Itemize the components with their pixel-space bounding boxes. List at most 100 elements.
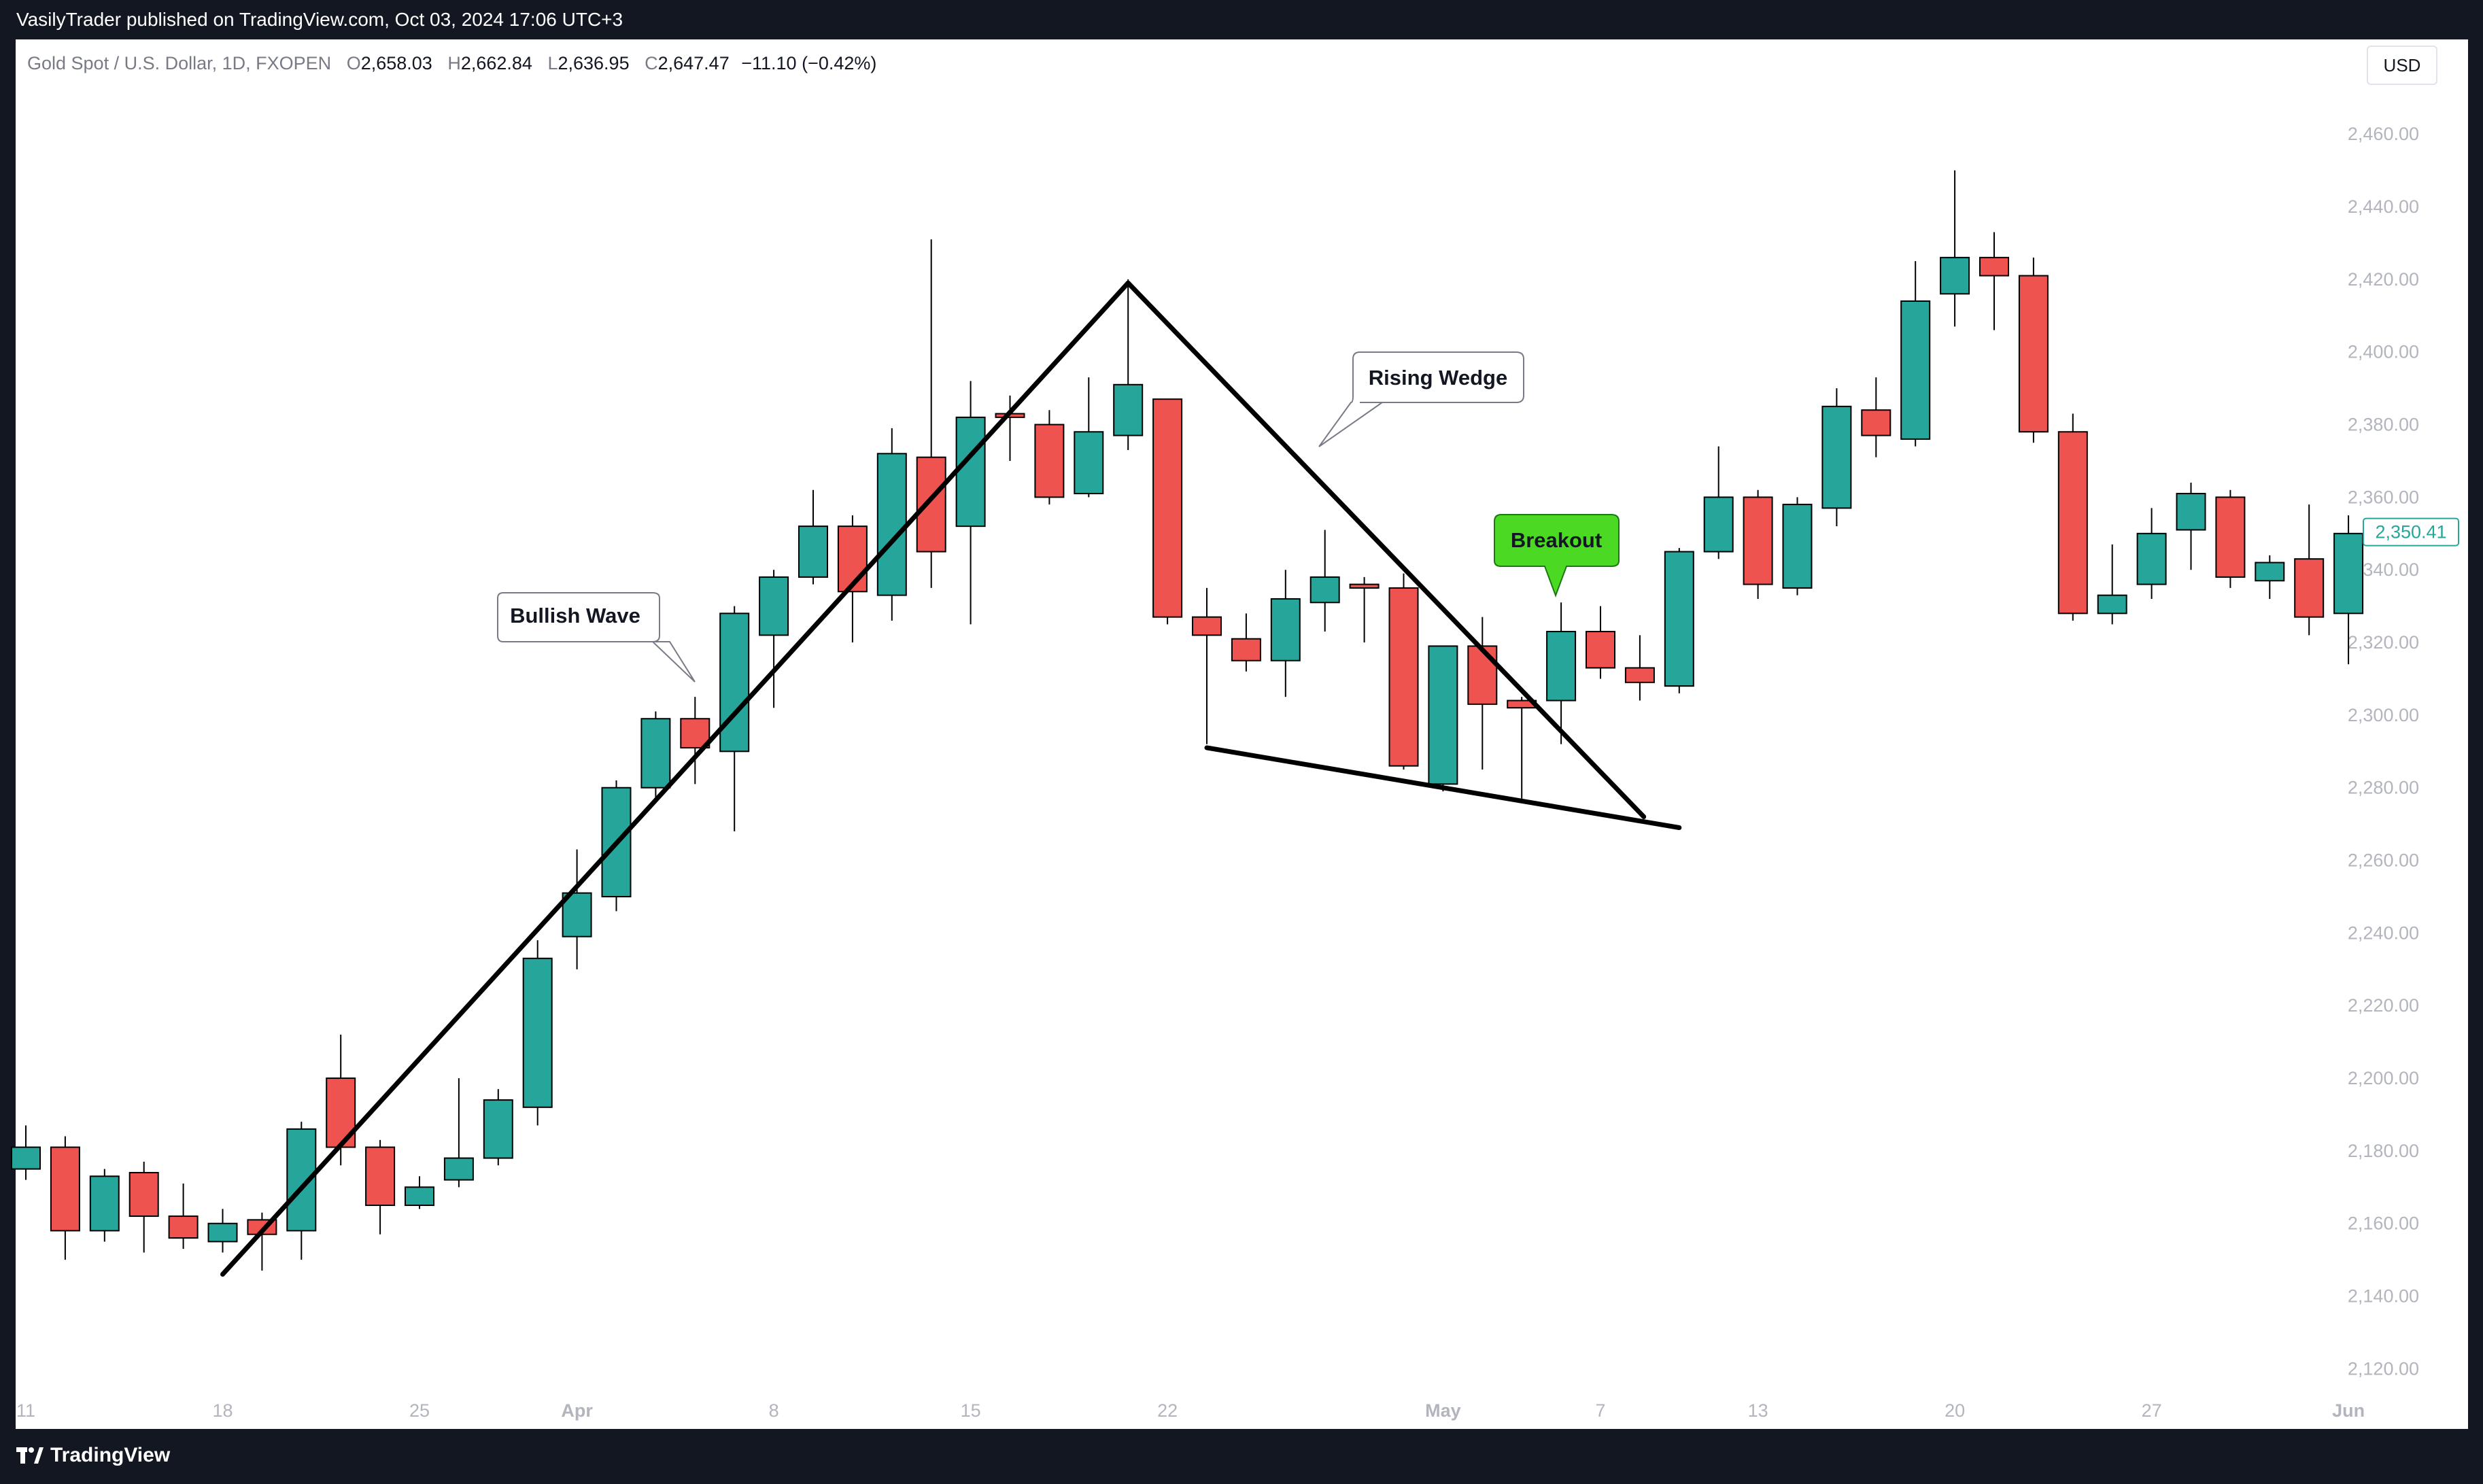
y-tick-label: 2,460.00 (2348, 124, 2419, 144)
candle-body[interactable] (1270, 598, 1301, 661)
candle-body[interactable] (365, 1146, 396, 1207)
candle-body[interactable] (2136, 532, 2167, 585)
y-tick-label: 2,400.00 (2348, 342, 2419, 362)
candle-body[interactable] (2057, 431, 2088, 615)
y-tick-label: 2,280.00 (2348, 778, 2419, 798)
candle-body[interactable] (1152, 398, 1183, 618)
x-tick-label: Jun (2332, 1400, 2365, 1421)
y-tick-label: 2,140.00 (2348, 1286, 2419, 1307)
x-tick-label: 20 (1945, 1400, 1965, 1421)
candle-body[interactable] (1664, 551, 1694, 687)
candle-body[interactable] (522, 957, 553, 1108)
candle-body[interactable] (2215, 496, 2246, 578)
candle-body[interactable] (1624, 667, 1655, 683)
change-value: −11.10 (−0.42%) (741, 53, 877, 73)
candle-body[interactable] (1349, 583, 1380, 589)
candle-body[interactable] (1782, 504, 1813, 589)
y-tick-label: 2,420.00 (2348, 269, 2419, 290)
footer-brand: TradingView (50, 1444, 171, 1466)
candle-body[interactable] (719, 612, 750, 753)
y-tick-label: 2,160.00 (2348, 1213, 2419, 1234)
breakout-callout[interactable] (1494, 514, 1620, 598)
x-tick-label: 27 (2142, 1400, 2162, 1421)
rising-wedge-label: Rising Wedge (1369, 366, 1507, 390)
high-label: H (447, 53, 461, 73)
candle-body[interactable] (2333, 532, 2364, 615)
candle-body[interactable] (1113, 383, 1144, 436)
tradingview-logo[interactable]: TradingView (16, 1444, 170, 1467)
bullish-wave-callout[interactable] (497, 592, 696, 683)
candle-body[interactable] (798, 525, 828, 578)
x-tick-label: 11 (16, 1400, 35, 1421)
open-value: 2,658.03 (360, 53, 432, 73)
candle-body[interactable] (2176, 493, 2206, 531)
x-tick-label: May (1425, 1400, 1461, 1421)
publish-header: VasilyTrader published on TradingView.co… (0, 0, 2483, 39)
candle-body[interactable] (483, 1099, 513, 1159)
candle-body[interactable] (50, 1146, 80, 1232)
candle-body[interactable] (1192, 616, 1222, 636)
candle-body[interactable] (1979, 256, 2009, 277)
candle-body[interactable] (1861, 409, 1891, 436)
footer-bar: TradingView (0, 1429, 2483, 1484)
candle-body[interactable] (89, 1175, 120, 1232)
candle-body[interactable] (2255, 562, 2285, 582)
candle-body[interactable] (1940, 256, 1970, 295)
x-tick-label: 15 (961, 1400, 981, 1421)
candle-body[interactable] (129, 1171, 159, 1218)
candle-body[interactable] (1821, 405, 1852, 509)
candle-body[interactable] (955, 416, 986, 528)
currency-button[interactable]: USD (2367, 46, 2437, 85)
low-value: 2,636.95 (558, 53, 630, 73)
candle-body[interactable] (680, 718, 710, 748)
candle-body[interactable] (837, 525, 868, 593)
candle-body[interactable] (640, 718, 671, 789)
wedge-lower-line[interactable] (1204, 745, 1682, 830)
candle-body[interactable] (759, 576, 789, 636)
bullish-wave-line[interactable] (220, 280, 1131, 1277)
y-tick-label: 2,180.00 (2348, 1141, 2419, 1161)
candle-body[interactable] (1309, 576, 1340, 604)
x-tick-label: 7 (1595, 1400, 1605, 1421)
breakout-label: Breakout (1511, 528, 1602, 552)
low-label: L (547, 53, 558, 73)
y-tick-label: 2,360.00 (2348, 487, 2419, 507)
y-tick-label: 2,200.00 (2348, 1068, 2419, 1088)
candle-body[interactable] (2294, 558, 2325, 618)
candle-body[interactable] (1743, 496, 1773, 585)
candle-body[interactable] (916, 456, 946, 553)
x-tick-label: Apr (561, 1400, 593, 1421)
y-tick-label: 2,380.00 (2348, 415, 2419, 435)
x-tick-label: 25 (409, 1400, 430, 1421)
candle-body[interactable] (876, 453, 907, 596)
candle-body[interactable] (1546, 631, 1577, 702)
candle-body[interactable] (207, 1222, 238, 1243)
candle-body[interactable] (405, 1186, 434, 1207)
last-price-label: 2,350.41 (2375, 522, 2446, 542)
symbol-name[interactable]: Gold Spot / U.S. Dollar, 1D, FXOPEN (27, 53, 332, 73)
candle-body[interactable] (1467, 645, 1498, 705)
rising-wedge-callout[interactable] (1318, 351, 1524, 447)
candle-body[interactable] (1074, 431, 1104, 495)
candle-body[interactable] (1703, 496, 1734, 553)
candle-body[interactable] (1900, 300, 1931, 440)
candle-body[interactable] (443, 1157, 474, 1181)
candle-body[interactable] (2018, 275, 2049, 433)
candle-body[interactable] (1388, 587, 1419, 767)
candle-body[interactable] (2097, 594, 2127, 615)
close-value: 2,647.47 (657, 53, 730, 73)
y-tick-label: 2,240.00 (2348, 922, 2419, 943)
wedge-upper-line[interactable] (1125, 280, 1647, 819)
candle-body[interactable] (1034, 424, 1065, 498)
symbol-legend: Gold Spot / U.S. Dollar, 1D, FXOPEN O2,6… (27, 53, 876, 74)
candle-body[interactable] (168, 1215, 199, 1239)
y-tick-label: 2,220.00 (2348, 995, 2419, 1016)
last-price-tag (2363, 517, 2459, 547)
candle-body[interactable] (1428, 645, 1458, 785)
candle-body[interactable] (1231, 638, 1261, 661)
candle-body[interactable] (11, 1146, 41, 1170)
x-tick-label: 22 (1157, 1400, 1178, 1421)
candle-body[interactable] (1586, 631, 1615, 669)
candle-body[interactable] (601, 787, 632, 897)
